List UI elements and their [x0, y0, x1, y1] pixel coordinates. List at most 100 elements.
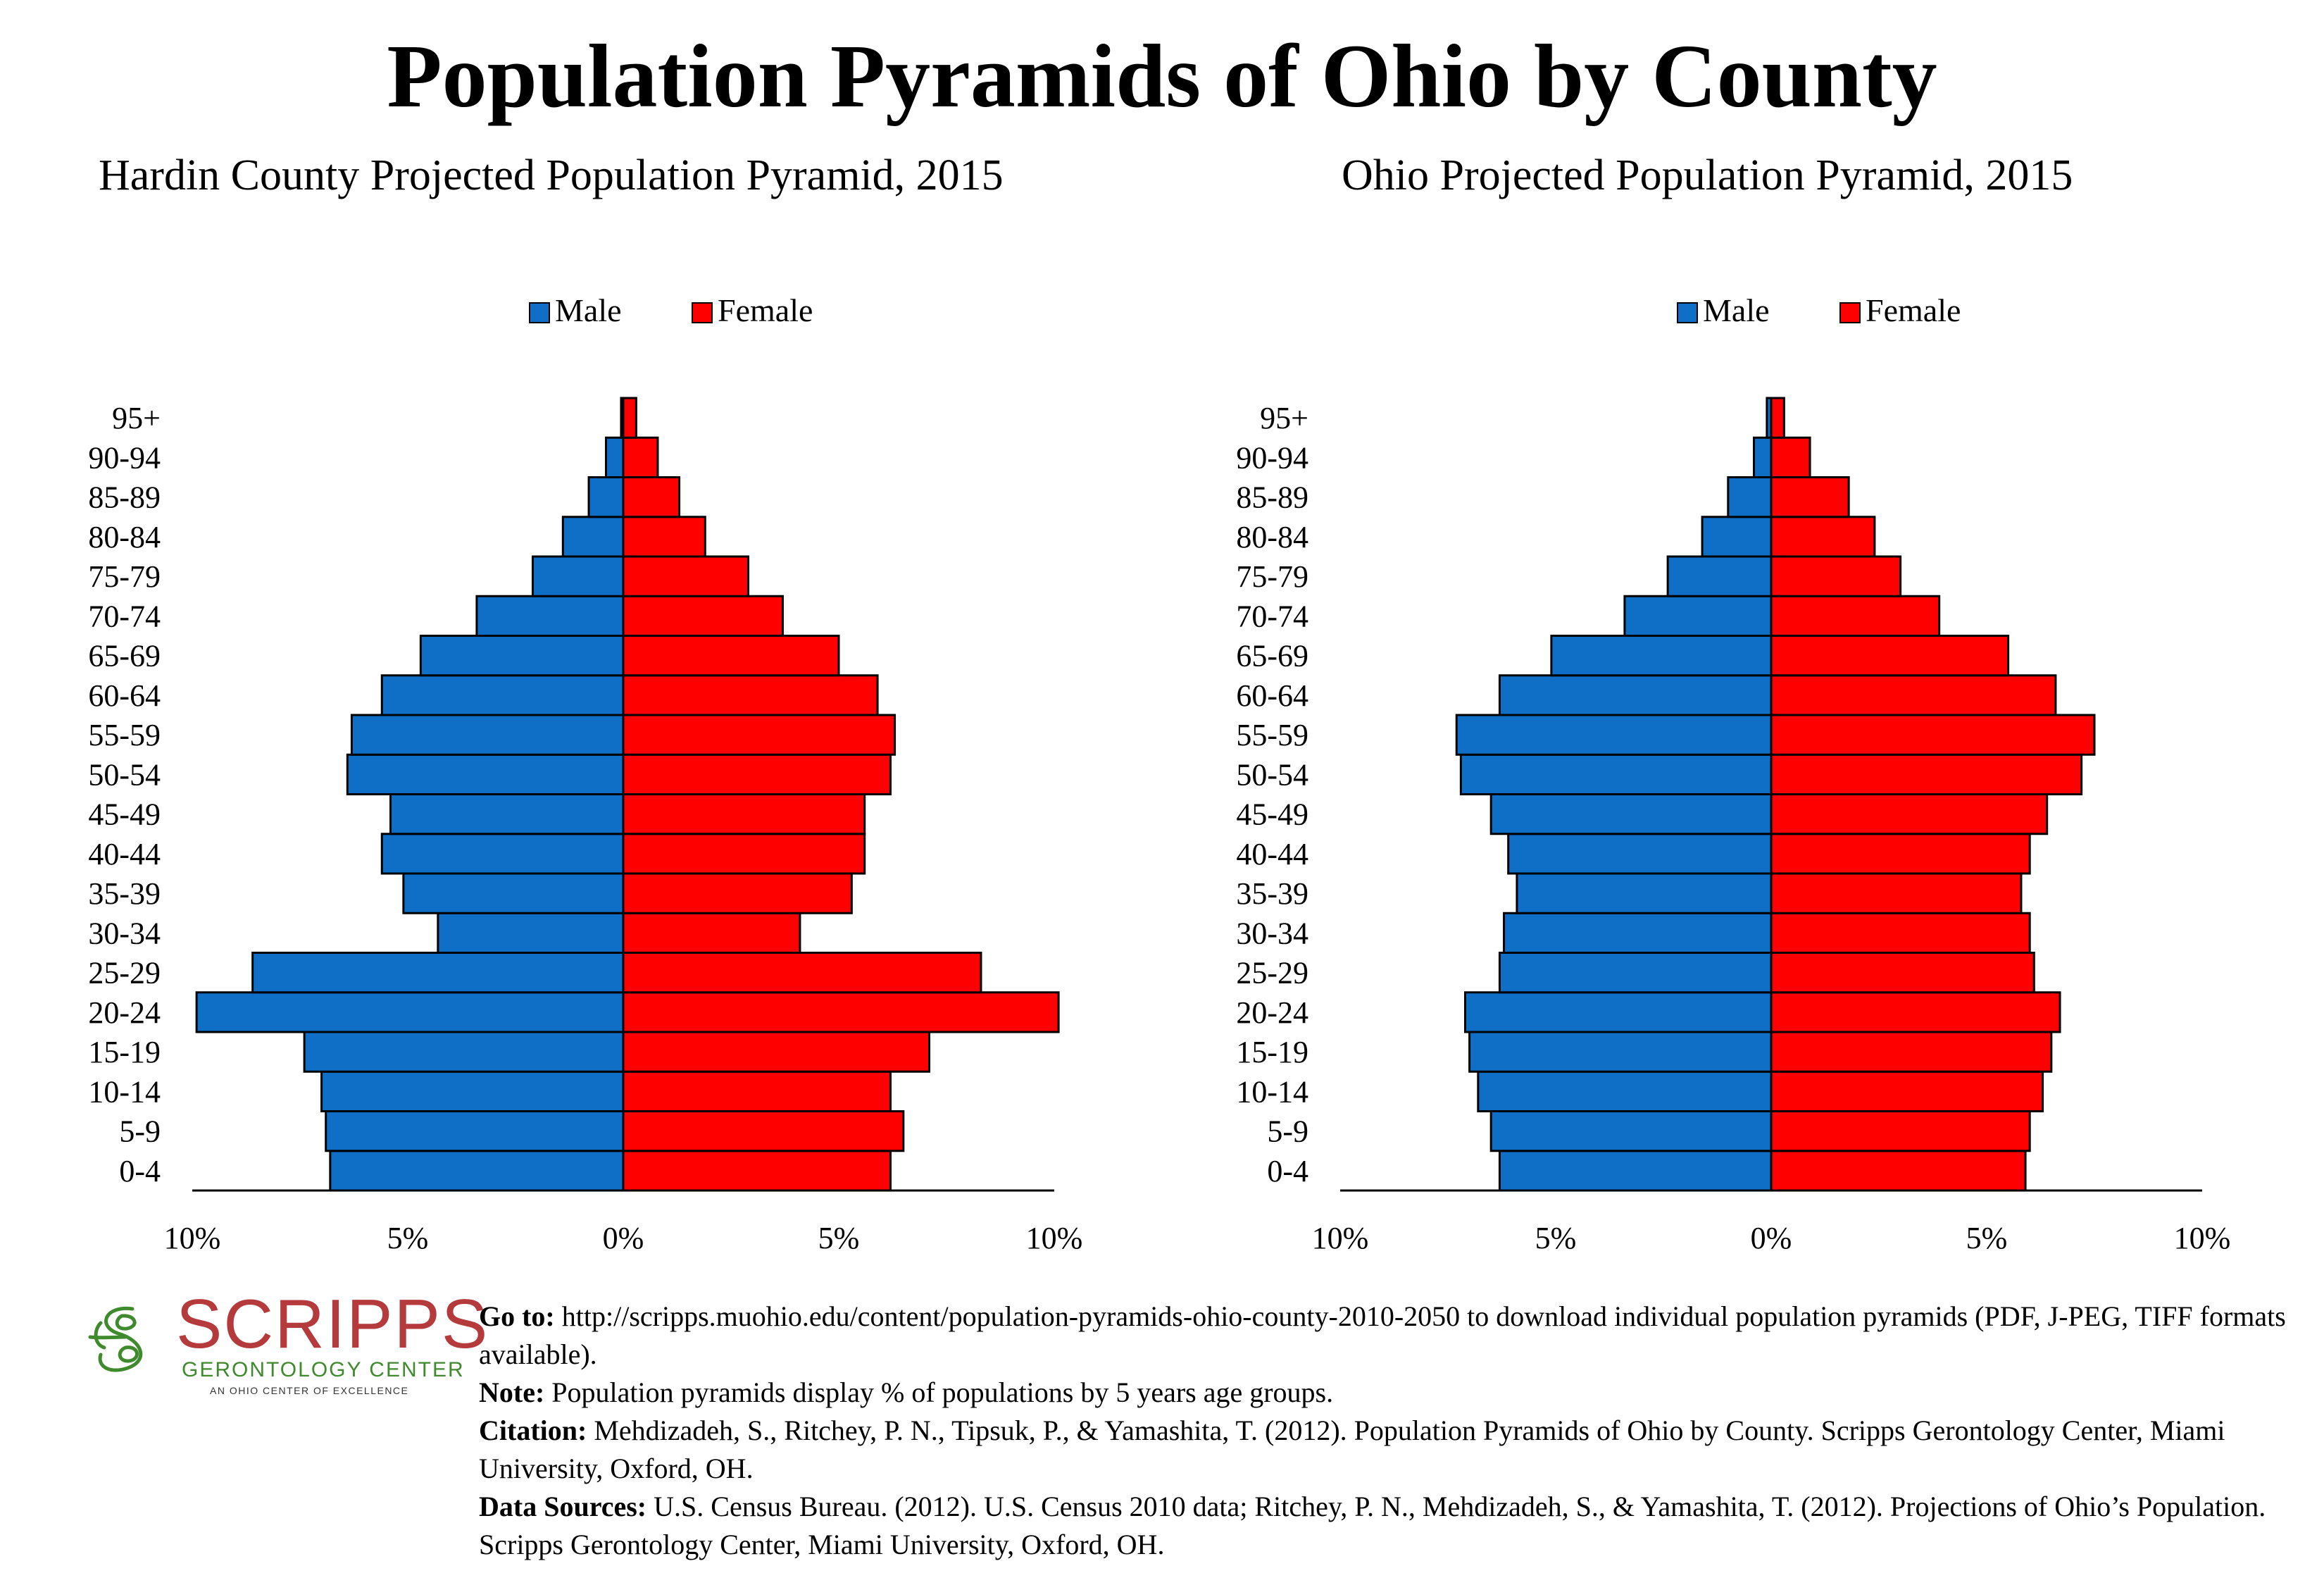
- legend-label-male: Male: [1703, 292, 1770, 328]
- footer-note-text: Population pyramids display % of populat…: [544, 1376, 1334, 1408]
- x-tick-label: 10%: [1026, 1221, 1083, 1255]
- bar-male-0-4: [1498, 1150, 1773, 1192]
- y-tick-label: 95+: [1260, 401, 1308, 435]
- bar-female-60-64: [622, 674, 879, 716]
- y-tick-label: 90-94: [88, 440, 161, 475]
- y-tick-label: 35-39: [88, 876, 161, 911]
- bar-female-40-44: [1770, 833, 2031, 875]
- x-tick-label: 0%: [1751, 1221, 1792, 1255]
- bar-female-60-64: [1770, 674, 2057, 716]
- legend-swatch-male: [529, 302, 550, 323]
- y-tick-label: 80-84: [88, 520, 161, 554]
- y-tick-label: 15-19: [88, 1035, 161, 1069]
- footer-citation-text: Mehdizadeh, S., Ritchey, P. N., Tipsuk, …: [479, 1415, 2225, 1484]
- bar-male-65-69: [419, 635, 625, 677]
- y-tick-label: 60-64: [1236, 678, 1308, 713]
- hardin-chart-title: Hardin County Projected Population Pyram…: [99, 151, 1004, 199]
- bar-male-40-44: [380, 833, 625, 875]
- bar-male-50-54: [346, 753, 625, 795]
- y-tick-label: 5-9: [1267, 1114, 1308, 1149]
- logo-name: SCRIPPS: [176, 1285, 489, 1362]
- bar-female-85-89: [622, 476, 681, 518]
- bar-female-25-29: [1770, 952, 2035, 994]
- y-tick-label: 40-44: [1236, 837, 1308, 871]
- legend-label-female: Female: [1866, 292, 1961, 328]
- y-tick-label: 20-24: [88, 995, 161, 1030]
- bar-male-25-29: [251, 952, 625, 994]
- x-tick-label: 5%: [818, 1221, 860, 1255]
- bar-female-45-49: [1770, 793, 2049, 835]
- footer-sources-text: U.S. Census Bureau. (2012). U.S. Census …: [479, 1491, 2266, 1560]
- footer-citation: Citation: Mehdizadeh, S., Ritchey, P. N.…: [479, 1412, 2310, 1488]
- y-tick-label: 65-69: [1236, 639, 1308, 673]
- bar-female-90-94: [1770, 436, 1811, 478]
- bar-male-70-74: [475, 595, 625, 637]
- bar-female-65-69: [622, 635, 840, 677]
- legend-label-male: Male: [555, 292, 622, 328]
- hardin-pyramid-chart: Male Female 0-4 5-9 10-14 15-19 20-24 25-29 30-3…: [88, 292, 1083, 1255]
- bar-female-30-34: [622, 912, 801, 954]
- y-tick-label: 0-4: [119, 1154, 161, 1188]
- x-tick-label: 5%: [387, 1221, 429, 1255]
- bar-female-0-4: [1770, 1150, 2027, 1192]
- footer-citation-label: Citation:: [479, 1415, 587, 1446]
- bar-male-75-79: [531, 555, 625, 597]
- bar-male-85-89: [1727, 476, 1773, 518]
- bar-male-10-14: [1477, 1070, 1773, 1112]
- y-tick-label: 70-74: [1236, 599, 1308, 633]
- ohio-chart-title: Ohio Projected Population Pyramid, 2015: [1342, 151, 2073, 199]
- x-tick-label: 10%: [2174, 1221, 2231, 1255]
- bar-male-90-94: [605, 436, 625, 478]
- x-tick-label: 10%: [1312, 1221, 1369, 1255]
- bar-female-80-84: [622, 516, 706, 558]
- bar-female-10-14: [1770, 1070, 2044, 1112]
- bar-female-15-19: [622, 1031, 931, 1073]
- bar-male-15-19: [1468, 1031, 1773, 1073]
- y-tick-label: 60-64: [88, 678, 161, 713]
- bar-male-35-39: [1516, 872, 1773, 914]
- bar-female-25-29: [622, 952, 982, 994]
- bar-female-10-14: [622, 1070, 892, 1112]
- bar-female-65-69: [1770, 635, 2010, 677]
- bar-female-5-9: [1770, 1110, 2031, 1152]
- y-tick-label: 10-14: [1236, 1074, 1308, 1109]
- bar-male-5-9: [325, 1110, 625, 1152]
- bar-male-45-49: [389, 793, 625, 835]
- bar-female-55-59: [1770, 714, 2096, 756]
- bar-male-80-84: [561, 516, 625, 558]
- footer-goto: Go to: http://scripps.muohio.edu/content…: [479, 1298, 2310, 1374]
- bar-male-30-34: [437, 912, 625, 954]
- y-tick-label: 0-4: [1267, 1154, 1308, 1188]
- scripps-swirl-icon: [88, 1306, 143, 1372]
- ohio-pyramid-chart: Male Female 0-4 5-9 10-14 15-19 20-24 25-29 30-3…: [1236, 292, 2231, 1255]
- y-tick-label: 45-49: [1236, 797, 1308, 832]
- y-tick-label: 25-29: [1236, 956, 1308, 990]
- bar-female-70-74: [622, 595, 784, 637]
- y-tick-label: 30-34: [1236, 916, 1308, 950]
- bar-male-20-24: [1463, 991, 1773, 1033]
- footer-note: Note: Population pyramids display % of p…: [479, 1374, 2310, 1412]
- bar-male-70-74: [1623, 595, 1773, 637]
- bar-male-0-4: [329, 1150, 625, 1192]
- bar-male-60-64: [1498, 674, 1773, 716]
- bar-male-30-34: [1503, 912, 1773, 954]
- bar-female-35-39: [1770, 872, 2023, 914]
- bar-female-5-9: [622, 1110, 905, 1152]
- bar-male-50-54: [1459, 753, 1773, 795]
- x-tick-label: 10%: [164, 1221, 221, 1255]
- logo-tagline: AN OHIO CENTER OF EXCELLENCE: [210, 1385, 409, 1396]
- x-tick-label: 5%: [1535, 1221, 1577, 1255]
- logo-subtitle: GERONTOLOGY CENTER: [182, 1358, 465, 1381]
- y-tick-label: 50-54: [88, 757, 161, 792]
- y-tick-label: 55-59: [1236, 718, 1308, 752]
- footer-goto-text: http://scripps.muohio.edu/content/popula…: [479, 1300, 2286, 1370]
- bar-female-35-39: [622, 872, 853, 914]
- y-tick-label: 10-14: [88, 1074, 161, 1109]
- bar-female-15-19: [1770, 1031, 2053, 1073]
- legend-label-female: Female: [718, 292, 813, 328]
- bar-female-45-49: [622, 793, 866, 835]
- bar-male-55-59: [1455, 714, 1773, 756]
- footer-sources-label: Data Sources:: [479, 1491, 647, 1522]
- footer-goto-label: Go to:: [479, 1300, 555, 1332]
- y-tick-label: 65-69: [88, 639, 161, 673]
